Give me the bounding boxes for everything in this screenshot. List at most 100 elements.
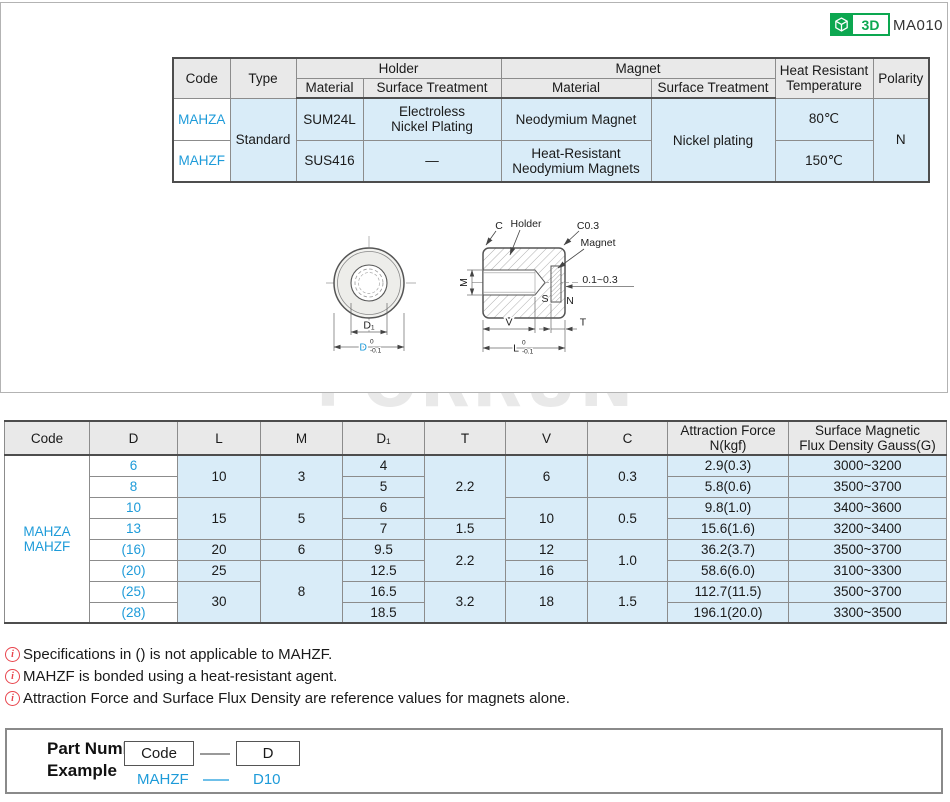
header-cell: Material [500, 77, 652, 99]
data-cell: 18.5 [342, 601, 425, 624]
data-cell: 6 [260, 538, 343, 561]
header-cell: D₁ [342, 420, 425, 456]
data-cell: SUS416 [295, 139, 364, 183]
data-cell: 10 [505, 496, 588, 540]
l-tolerance-upper: 0 [522, 340, 526, 347]
header-cell: Holder [295, 57, 502, 79]
note-text: MAHZF is bonded using a heat-resistant a… [23, 667, 338, 685]
spec-table-body: Code Type Holder Magnet Heat Resistant Tempe… [172, 57, 930, 183]
badge-3d[interactable]: 3D [830, 13, 890, 36]
data-cell: 6 [342, 496, 425, 519]
info-icon: i [5, 690, 20, 706]
data-cell: 9.5 [342, 538, 425, 561]
data-cell: Electroless Nickel Plating [362, 97, 502, 141]
data-cell: 16.5 [342, 580, 425, 603]
example-code-value: MAHZF [137, 771, 189, 788]
label-c: C [495, 220, 503, 232]
data-cell: 2.2 [424, 538, 506, 582]
dim-label-l: L [513, 343, 519, 355]
data-cell: 5 [260, 496, 343, 540]
data-cell: (28) [89, 601, 178, 624]
data-cell: Heat-Resistant Neodymium Magnets [500, 139, 652, 183]
note-text: Attraction Force and Surface Flux Densit… [23, 689, 570, 707]
data-cell: 36.2(3.7) [667, 538, 789, 561]
example-d-value: D10 [253, 771, 281, 788]
header-cell: T [424, 420, 506, 456]
example-dash-separator [203, 779, 229, 781]
data-cell: 2.9(0.3) [667, 454, 789, 477]
data-cell: 15 [177, 496, 261, 540]
dim-label-m: M [458, 278, 470, 287]
section-view: C Holder C0.3 Magnet M 0.1~0.3 S N V [457, 218, 634, 357]
data-cell: Standard [229, 97, 297, 183]
data-cell: (25) [89, 580, 178, 603]
data-cell: 3000~3200 [788, 454, 947, 477]
label-pole-s: S [541, 293, 548, 305]
header-cell: M [260, 420, 343, 456]
label-magnet: Magnet [580, 237, 615, 249]
header-cell: Heat Resistant Temperature [774, 57, 874, 99]
front-view: D₁ D 0 -0.1 [326, 236, 416, 356]
data-cell: 58.6(6.0) [667, 559, 789, 582]
d-tolerance-upper: 0 [370, 339, 374, 346]
data-cell: 3400~3600 [788, 496, 947, 519]
data-cell: 4 [342, 454, 425, 477]
data-cell: 5 [342, 475, 425, 498]
part-number-title: Part Number Example [47, 738, 149, 782]
d-box: D [236, 741, 300, 766]
header-cell: Magnet [500, 57, 776, 79]
data-cell: Neodymium Magnet [500, 97, 652, 141]
header-cell: Surface Magnetic Flux Density Gauss(G) [788, 420, 947, 456]
data-cell: — [362, 139, 502, 183]
data-cell: 3500~3700 [788, 475, 947, 498]
data-cell: 6 [505, 454, 588, 498]
data-cell: (20) [89, 559, 178, 582]
data-cell: 30 [177, 580, 261, 624]
label-holder: Holder [511, 218, 542, 230]
note-row: i MAHZF is bonded using a heat-resistant… [5, 665, 570, 687]
data-cell: 3.2 [424, 580, 506, 624]
header-cell: Material [295, 77, 364, 99]
part-number-title-line1: Part Number [47, 739, 150, 758]
data-cell: (16) [89, 538, 178, 561]
header-cell: Type [229, 57, 297, 99]
dash-separator [200, 753, 230, 755]
data-cell: 7 [342, 517, 425, 540]
data-cell: 112.7(11.5) [667, 580, 789, 603]
header-cell: Surface Treatment [650, 77, 776, 99]
data-cell: 16 [505, 559, 588, 582]
technical-drawing: D₁ D 0 -0.1 C Holder C0.3 Mag [326, 218, 634, 357]
data-cell: 10 [177, 454, 261, 498]
note-row: i Attraction Force and Surface Flux Dens… [5, 687, 570, 709]
header-cell: D [89, 420, 178, 456]
header-cell: Polarity [872, 57, 930, 99]
label-pole-n: N [566, 295, 574, 307]
header-cell: V [505, 420, 588, 456]
notes-section: i Specifications in () is not applicable… [5, 643, 570, 709]
note-row: i Specifications in () is not applicable… [5, 643, 570, 665]
header-cell: C [587, 420, 668, 456]
header-cell: Attraction Force N(kgf) [667, 420, 789, 456]
data-cell: 150℃ [774, 139, 874, 183]
data-cell: Nickel plating [650, 97, 776, 183]
data-cell: 1.0 [587, 538, 668, 582]
data-cell: 3100~3300 [788, 559, 947, 582]
data-cell: 12 [505, 538, 588, 561]
data-cell: MAHZA MAHZF [4, 454, 90, 624]
data-cell: 8 [260, 559, 343, 624]
data-cell: 13 [89, 517, 178, 540]
data-cell: 8 [89, 475, 178, 498]
data-cell: 15.6(1.6) [667, 517, 789, 540]
part-number-title-line2: Example [47, 761, 117, 781]
note-text: Specifications in () is not applicable t… [23, 645, 333, 663]
data-cell: N [872, 97, 930, 183]
data-cell: 196.1(20.0) [667, 601, 789, 624]
data-cell: 2.2 [424, 454, 506, 519]
header-cell: Code [172, 57, 231, 99]
label-c03: C0.3 [577, 220, 599, 232]
data-cell: 12.5 [342, 559, 425, 582]
info-icon: i [5, 668, 20, 684]
data-cell: SUM24L [295, 97, 364, 141]
data-cell: 18 [505, 580, 588, 624]
